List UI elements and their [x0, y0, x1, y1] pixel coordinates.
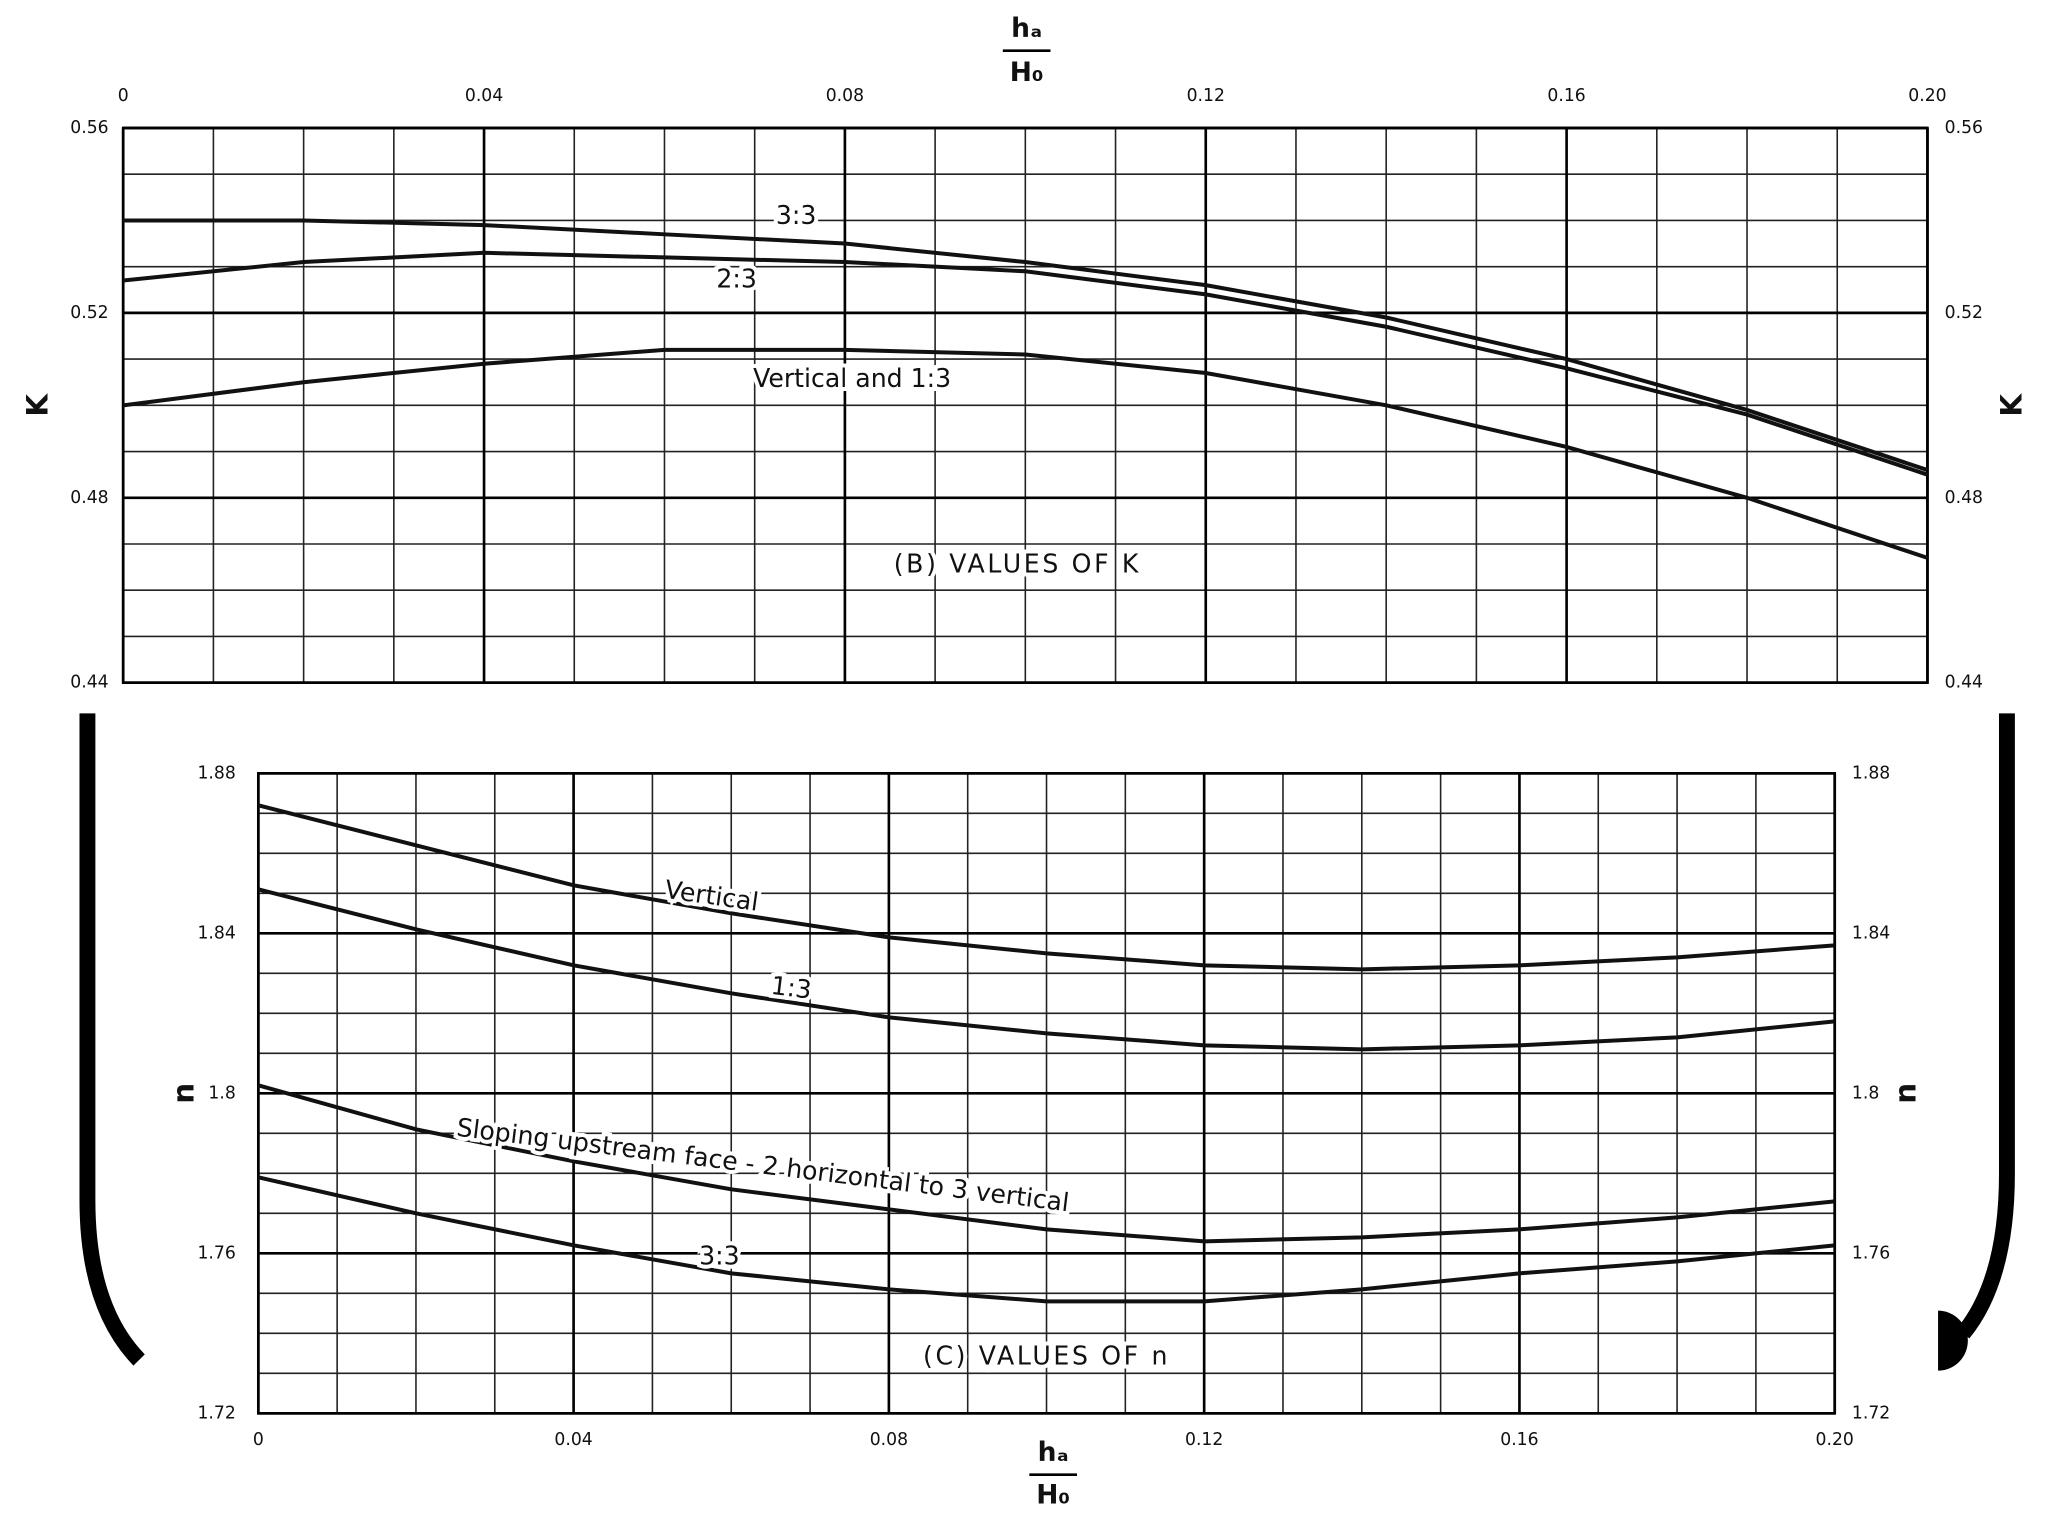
data-line: [257, 1083, 1835, 1244]
y-tick-label: 1.8: [208, 1083, 235, 1103]
left-bracket: [79, 713, 145, 1366]
y-tick-label-right: 0.48: [1945, 488, 1983, 508]
y-axis-label-right: K: [1995, 393, 2029, 417]
data-line: [257, 803, 1835, 972]
x-tick-label: 0.20: [1816, 1430, 1854, 1450]
y-axis-label: n: [167, 1083, 201, 1104]
chart-title: (C) VALUES OF n: [923, 1341, 1170, 1370]
y-axis-label-right: n: [1889, 1083, 1923, 1104]
x-tick-label: 0.08: [826, 86, 864, 106]
x-axis-label-denominator: H₀: [1036, 1479, 1070, 1510]
y-tick-label-right: 1.88: [1852, 763, 1890, 783]
x-tick-label: 0.16: [1500, 1430, 1538, 1450]
data-line: [257, 1175, 1835, 1304]
x-tick-label: 0.20: [1908, 86, 1946, 106]
y-tick-label-right: 0.44: [1945, 673, 1983, 693]
y-tick-label: 1.84: [197, 923, 235, 943]
y-tick-label-right: 1.72: [1852, 1403, 1890, 1423]
data-line: [257, 887, 1835, 1052]
x-tick-label: 0.12: [1187, 86, 1225, 106]
data-line: [123, 218, 1929, 472]
y-tick-label: 0.52: [70, 303, 108, 323]
curve-label: Vertical and 1:3: [753, 364, 951, 393]
x-tick-label: 0: [253, 1430, 264, 1450]
data-line: [122, 347, 1929, 560]
y-tick-label-right: 1.84: [1852, 923, 1890, 943]
data-line: [122, 250, 1929, 477]
x-tick-label: 0: [118, 86, 129, 106]
x-tick-label: 0.04: [554, 1430, 592, 1450]
y-tick-label-right: 0.52: [1945, 303, 1983, 323]
y-tick-label: 1.72: [197, 1403, 235, 1423]
right-bracket: [1957, 713, 2015, 1339]
curve-label: 1:3: [769, 971, 813, 1005]
x-tick-label: 0.12: [1185, 1430, 1223, 1450]
x-tick-label: 0.08: [870, 1430, 908, 1450]
bracket-end: [1938, 1310, 1968, 1371]
y-tick-label-right: 1.8: [1852, 1083, 1879, 1103]
y-tick-label: 1.88: [197, 763, 235, 783]
y-tick-label: 1.76: [197, 1243, 235, 1263]
x-axis-label-numerator: hₐ: [1038, 1437, 1069, 1468]
y-tick-label: 0.56: [70, 118, 108, 138]
x-axis-label-numerator: hₐ: [1011, 13, 1042, 44]
y-tick-label-right: 0.56: [1945, 118, 1983, 138]
curve-label: 3:3: [699, 1241, 740, 1270]
y-tick-label-right: 1.76: [1852, 1243, 1890, 1263]
chart-title: (B) VALUES OF K: [894, 549, 1141, 578]
y-axis-label: K: [21, 393, 55, 417]
x-tick-label: 0.16: [1547, 86, 1585, 106]
plot-frame: [256, 772, 1837, 1415]
y-tick-label: 0.48: [70, 488, 108, 508]
x-axis-label-denominator: H₀: [1010, 57, 1044, 88]
curve-label: 2:3: [716, 264, 757, 293]
x-tick-label: 0.04: [465, 86, 503, 106]
y-tick-label: 0.44: [70, 673, 108, 693]
curve-label: 3:3: [776, 201, 817, 230]
